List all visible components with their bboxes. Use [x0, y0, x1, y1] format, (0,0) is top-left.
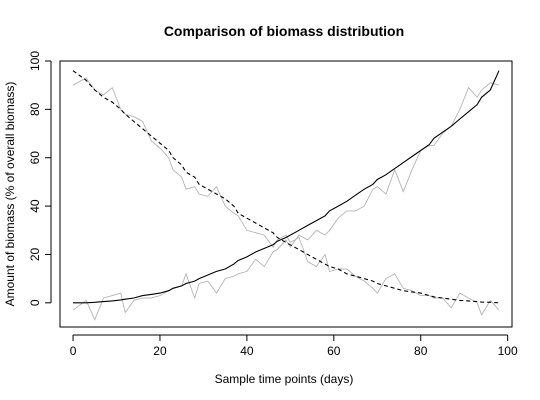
x-tick-label: 80	[414, 344, 428, 358]
y-tick-label: 20	[28, 247, 42, 261]
x-axis: 0 20 40 60 80 100	[70, 334, 518, 358]
y-tick-label: 0	[28, 299, 42, 306]
y-tick-label: 40	[28, 199, 42, 213]
series-line-1-noisy-grey	[72, 82, 500, 321]
series-line-2-noisy-grey	[72, 77, 500, 316]
y-tick-label: 80	[28, 102, 42, 116]
y-axis-label: Amount of biomass (% of overall biomass)	[3, 82, 17, 307]
x-tick-label: 0	[70, 344, 77, 358]
series-line-4-dashed	[72, 70, 500, 304]
x-tick-label: 20	[153, 344, 167, 358]
x-tick-label: 60	[327, 344, 341, 358]
y-axis: 0 20 40 60 80 100	[28, 51, 52, 306]
x-axis-label: Sample time points (days)	[215, 372, 354, 386]
chart-title: Comparison of biomass distribution	[164, 23, 404, 39]
plot-frame	[59, 60, 513, 328]
y-tick-label: 100	[28, 51, 42, 71]
data-layer	[72, 70, 500, 321]
x-tick-label: 100	[498, 344, 518, 358]
series-line-3-solid	[73, 70, 500, 304]
x-tick-label: 40	[240, 344, 254, 358]
y-tick-label: 60	[28, 151, 42, 165]
